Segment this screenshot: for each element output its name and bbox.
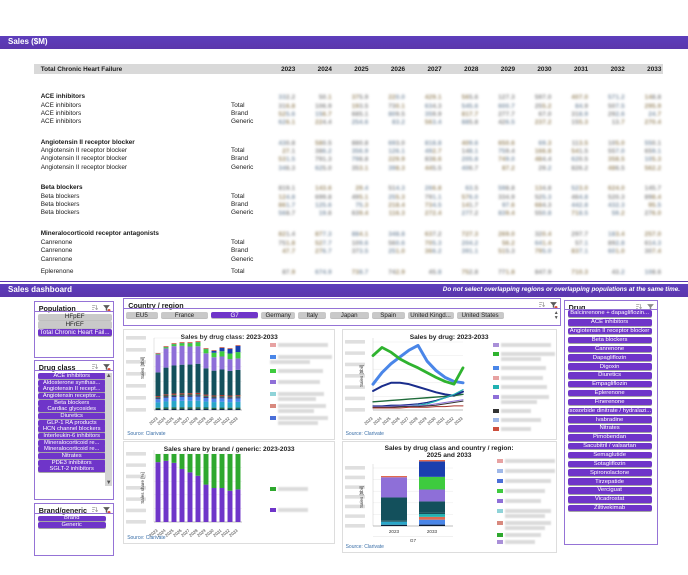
svg-text:2033: 2033	[228, 527, 239, 537]
svg-text:G7: G7	[410, 538, 417, 543]
svg-text:Sales [$bil]: Sales [$bil]	[140, 357, 145, 379]
svg-text:Sales [$bil]: Sales [$bil]	[359, 485, 364, 507]
svg-text:2033: 2033	[228, 415, 239, 425]
svg-text:2033: 2033	[453, 415, 464, 425]
svg-text:2023: 2023	[388, 529, 399, 534]
svg-text:2033: 2033	[426, 529, 437, 534]
svg-text:Sales share [%]: Sales share [%]	[140, 472, 145, 504]
svg-text:Sales [$bil]: Sales [$bil]	[359, 365, 364, 387]
